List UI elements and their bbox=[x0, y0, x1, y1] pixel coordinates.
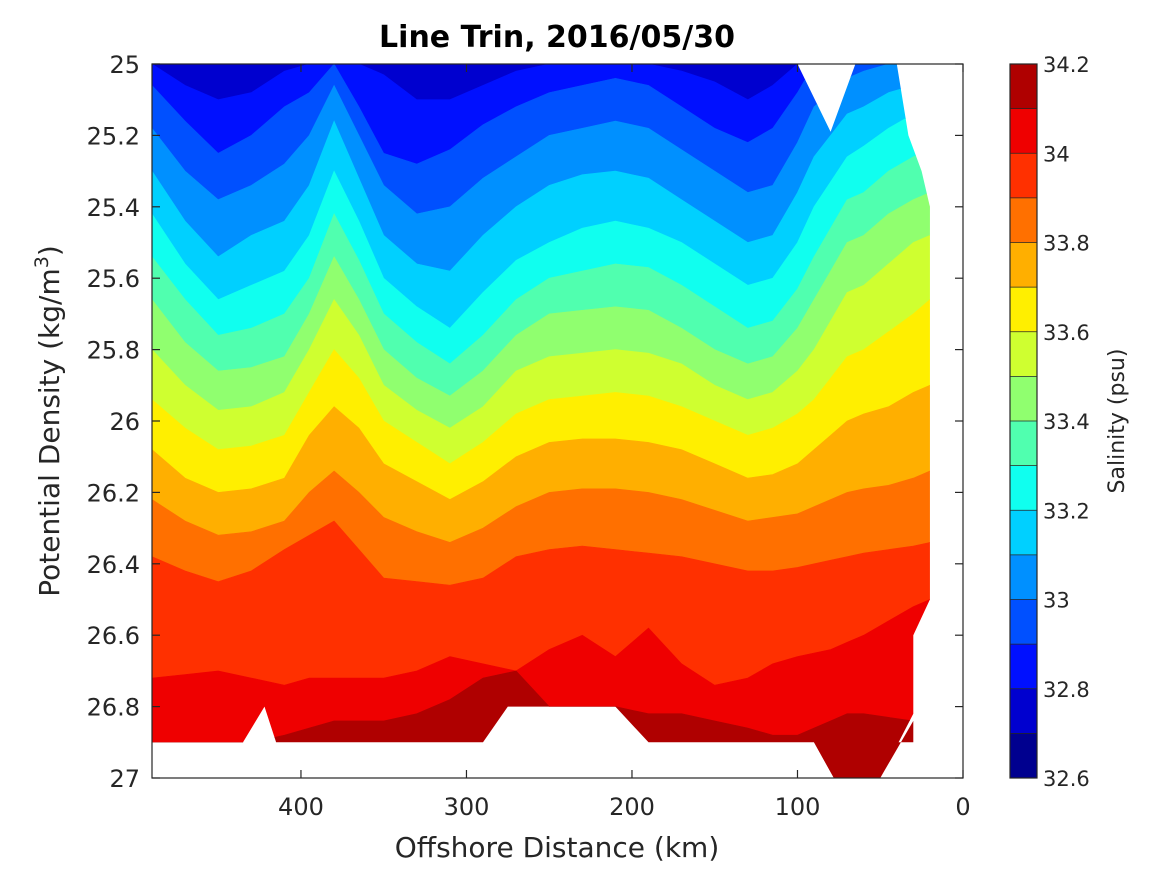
colorbar-segment bbox=[1010, 599, 1037, 645]
y-tick-label: 25.4 bbox=[87, 194, 140, 222]
x-tick-label: 400 bbox=[278, 793, 324, 821]
y-tick-label: 25.2 bbox=[87, 122, 140, 150]
high-salinity-patch-layer bbox=[814, 720, 914, 778]
colorbar-tick-label: 34 bbox=[1043, 142, 1070, 166]
colorbar-tick-label: 34.2 bbox=[1043, 53, 1090, 77]
colorbar-segment bbox=[1010, 197, 1037, 243]
y-tick-label: 25 bbox=[109, 51, 140, 79]
high-salinity-patch bbox=[814, 720, 914, 778]
colorbar-segment bbox=[1010, 64, 1037, 109]
colorbar-tick-label: 33.6 bbox=[1043, 321, 1090, 345]
colorbar-tick-label: 32.6 bbox=[1043, 767, 1090, 791]
y-axis-label-main: Potential Density (kg/m bbox=[33, 268, 66, 597]
colorbar-segment bbox=[1010, 242, 1037, 288]
colorbar-segment bbox=[1010, 421, 1037, 466]
colorbar-tick-label: 32.8 bbox=[1043, 678, 1090, 702]
y-tick-label: 26.6 bbox=[87, 622, 140, 650]
y-tick-label: 25.6 bbox=[87, 265, 140, 293]
x-tick-label: 100 bbox=[775, 793, 821, 821]
y-tick-label: 26.4 bbox=[87, 551, 140, 579]
x-axis: 400 300 200 100 0 bbox=[278, 64, 971, 821]
y-tick-label: 27 bbox=[109, 765, 140, 793]
y-tick-label: 26.2 bbox=[87, 479, 140, 507]
y-tick-label: 25.8 bbox=[87, 337, 140, 365]
y-axis: 25 25.2 25.4 25.6 25.8 26 26.2 26.4 26.6 26.8 27 bbox=[87, 51, 963, 793]
colorbar-segment bbox=[1010, 108, 1037, 154]
colorbar-segment bbox=[1010, 554, 1037, 600]
x-tick-label: 0 bbox=[955, 793, 970, 821]
colorbar-segment bbox=[1010, 510, 1037, 555]
colorbar-segment bbox=[1010, 331, 1037, 377]
salinity-bands bbox=[152, 64, 930, 778]
colorbar-segment bbox=[1010, 644, 1037, 689]
plot-area bbox=[152, 64, 930, 778]
colorbar-tick-label: 33.4 bbox=[1043, 410, 1090, 434]
x-axis-label: Offshore Distance (km) bbox=[395, 831, 720, 864]
colorbar-segment bbox=[1010, 376, 1037, 421]
colorbar-segment bbox=[1010, 465, 1037, 511]
colorbar-segment bbox=[1010, 287, 1037, 332]
y-axis-label: Potential Density (kg/m3) bbox=[31, 245, 66, 597]
chart-title: Line Trin, 2016/05/30 bbox=[379, 20, 735, 55]
colorbar-segment bbox=[1010, 733, 1037, 778]
colorbar-label: Salinity (psu) bbox=[1105, 349, 1130, 494]
y-axis-label-superscript: 3 bbox=[31, 256, 53, 268]
colorbar-tick-label: 33.8 bbox=[1043, 232, 1090, 256]
colorbar-segment bbox=[1010, 688, 1037, 734]
y-axis-label-end: ) bbox=[33, 245, 66, 256]
x-tick-label: 300 bbox=[444, 793, 490, 821]
colorbar-tick-label: 33.2 bbox=[1043, 499, 1090, 523]
y-tick-label: 26.8 bbox=[87, 694, 140, 722]
colorbar: 32.6 32.8 33 33.2 33.4 33.6 33.8 34 34.2 bbox=[1009, 53, 1090, 791]
y-tick-label: 26 bbox=[109, 408, 140, 436]
colorbar-segment bbox=[1010, 153, 1037, 198]
x-tick-label: 200 bbox=[609, 793, 655, 821]
colorbar-tick-label: 33 bbox=[1043, 589, 1070, 613]
colorbar-frame bbox=[1009, 63, 1038, 779]
